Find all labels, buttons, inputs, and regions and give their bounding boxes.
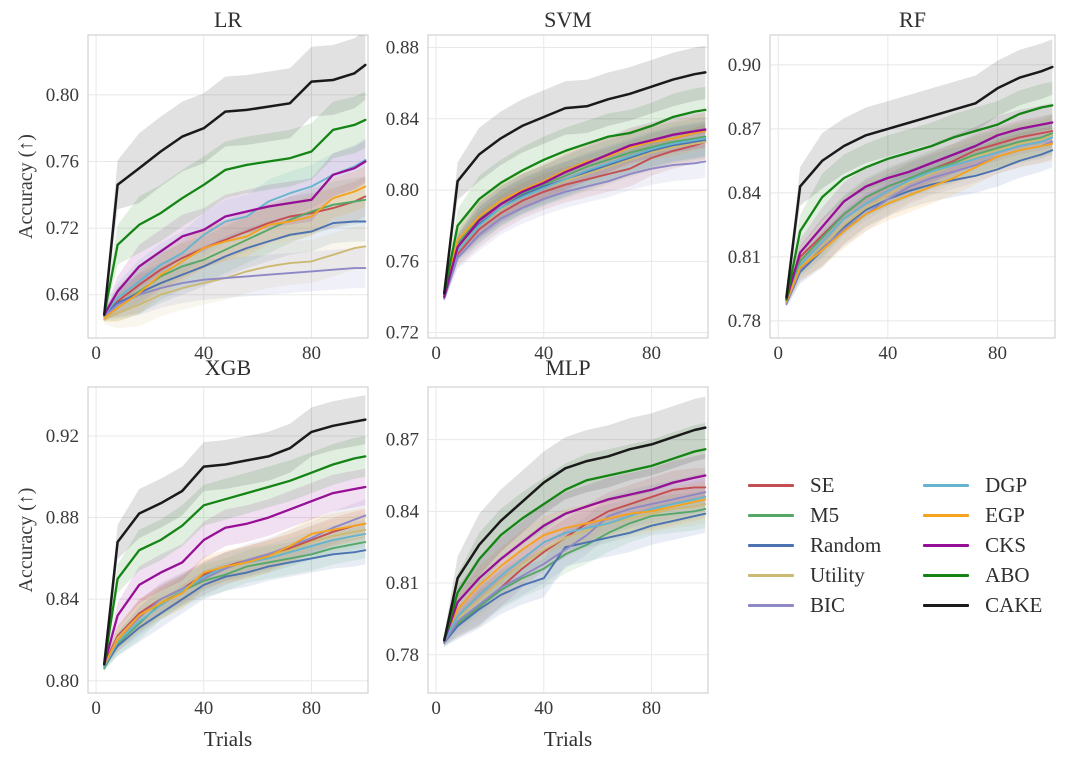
svg-text:80: 80 <box>302 698 321 719</box>
legend-item-se: SE <box>748 470 881 500</box>
legend-label-cake: CAKE <box>985 592 1043 617</box>
legend-swatch-bic <box>748 603 794 607</box>
svg-text:40: 40 <box>534 698 553 719</box>
svg-text:0.87: 0.87 <box>386 430 419 451</box>
legend-swatch-random <box>748 543 794 547</box>
svg-text:0.78: 0.78 <box>728 311 761 332</box>
svg-text:0.84: 0.84 <box>386 109 420 130</box>
legend-label-bic: BIC <box>810 592 846 617</box>
legend-col-1: SE M5 Random Utility BIC <box>748 470 881 620</box>
legend-label-dgp: DGP <box>985 472 1028 497</box>
svg-text:0.72: 0.72 <box>46 218 79 239</box>
legend-item-abo: ABO <box>923 560 1042 590</box>
svg-text:0.76: 0.76 <box>386 251 419 272</box>
svg-text:80: 80 <box>642 698 661 719</box>
legend-label-m5: M5 <box>810 502 840 527</box>
legend: SE M5 Random Utility BIC DGP EGP CKS ABO CAKE <box>748 470 1042 620</box>
svg-text:80: 80 <box>302 343 321 364</box>
panel-rf-title: RF <box>899 7 926 32</box>
svg-text:0.92: 0.92 <box>46 426 79 447</box>
legend-label-abo: ABO <box>985 562 1030 587</box>
legend-item-egp: EGP <box>923 500 1042 530</box>
svg-text:0.80: 0.80 <box>46 85 79 106</box>
svg-text:0.90: 0.90 <box>728 55 761 76</box>
svg-text:0.72: 0.72 <box>386 323 419 344</box>
legend-swatch-se <box>748 483 794 487</box>
svg-text:80: 80 <box>988 343 1007 364</box>
legend-item-cks: CKS <box>923 530 1042 560</box>
svg-text:80: 80 <box>642 343 661 364</box>
panel-lr-title: LR <box>213 7 243 32</box>
panel-rf: RF 0.78 0.81 0.84 0.87 0.90 0 40 80 <box>714 6 1064 364</box>
svg-text:Accuracy (↑): Accuracy (↑) <box>16 134 37 239</box>
legend-label-random: Random <box>810 532 882 557</box>
svg-text:0.84: 0.84 <box>728 183 762 204</box>
legend-swatch-cks <box>923 543 970 547</box>
svg-text:0.88: 0.88 <box>46 508 79 529</box>
legend-swatch-cake <box>923 603 970 607</box>
svg-text:40: 40 <box>194 343 213 364</box>
svg-text:0.80: 0.80 <box>386 180 419 201</box>
svg-text:40: 40 <box>534 343 553 364</box>
svg-text:0: 0 <box>91 698 101 719</box>
svg-text:40: 40 <box>878 343 897 364</box>
x-axis-label-xgb: Trials <box>203 727 253 751</box>
legend-swatch-dgp <box>923 483 970 487</box>
panel-xgb: XGB 0.80 0.84 0.88 0.92 0 40 80 Accuracy (↑) Tr… <box>16 354 372 752</box>
legend-swatch-abo <box>923 573 970 577</box>
legend-swatch-egp <box>923 513 970 517</box>
legend-item-m5: M5 <box>748 500 881 530</box>
svg-text:0: 0 <box>431 343 441 364</box>
legend-swatch-utility <box>748 573 794 577</box>
svg-text:0.78: 0.78 <box>386 645 419 666</box>
panel-xgb-title: XGB <box>204 355 252 380</box>
panel-lr: LR 0.68 0.72 0.76 0.80 0 40 80 Accuracy (↑) <box>16 6 372 364</box>
legend-label-se: SE <box>810 472 835 497</box>
svg-text:0: 0 <box>431 698 441 719</box>
legend-col-2: DGP EGP CKS ABO CAKE <box>923 470 1042 620</box>
chart-mlp: 0.78 0.81 0.84 0.87 0 40 80 <box>372 382 716 719</box>
svg-text:0.87: 0.87 <box>728 119 761 140</box>
svg-text:0.80: 0.80 <box>46 671 79 692</box>
svg-text:0.76: 0.76 <box>46 152 79 173</box>
panel-svm: SVM 0.72 0.76 0.80 0.84 0.88 0 40 80 <box>372 6 716 364</box>
chart-svm: 0.72 0.76 0.80 0.84 0.88 0 40 80 <box>372 34 716 364</box>
legend-label-cks: CKS <box>985 532 1027 557</box>
legend-label-egp: EGP <box>985 502 1025 527</box>
legend-swatch-m5 <box>748 513 794 517</box>
legend-label-utility: Utility <box>810 562 865 587</box>
svg-text:0.84: 0.84 <box>46 589 80 610</box>
svg-text:0.88: 0.88 <box>386 37 419 58</box>
chart-rf: 0.78 0.81 0.84 0.87 0.90 0 40 80 <box>714 34 1064 364</box>
legend-item-cake: CAKE <box>923 590 1042 620</box>
panel-svm-title: SVM <box>544 7 592 32</box>
legend-item-random: Random <box>748 530 881 560</box>
legend-item-utility: Utility <box>748 560 881 590</box>
legend-item-bic: BIC <box>748 590 881 620</box>
chart-lr: 0.68 0.72 0.76 0.80 0 40 80 Accuracy (↑) <box>16 34 372 364</box>
panel-mlp-title: MLP <box>545 355 591 380</box>
x-axis-label-mlp: Trials <box>543 727 593 751</box>
svg-text:0: 0 <box>91 343 101 364</box>
svg-text:Accuracy (↑): Accuracy (↑) <box>16 488 37 593</box>
svg-text:0.84: 0.84 <box>386 501 420 522</box>
svg-text:0.81: 0.81 <box>386 573 419 594</box>
legend-item-dgp: DGP <box>923 470 1042 500</box>
chart-xgb: 0.80 0.84 0.88 0.92 0 40 80 Accuracy (↑) <box>16 382 372 719</box>
svg-text:0.81: 0.81 <box>728 247 761 268</box>
svg-text:40: 40 <box>194 698 213 719</box>
svg-text:0.68: 0.68 <box>46 285 79 306</box>
svg-text:0: 0 <box>773 343 783 364</box>
panel-mlp: MLP 0.78 0.81 0.84 0.87 0 40 80 Trials <box>372 354 716 752</box>
